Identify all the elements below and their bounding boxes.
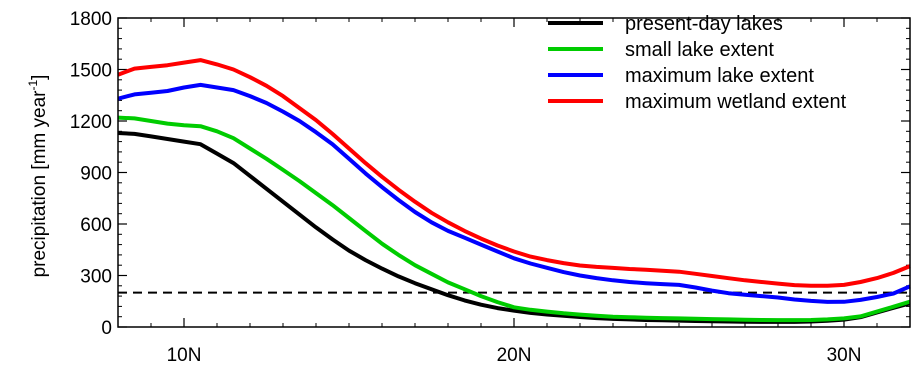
y-axis-title-main: precipitation [mm year [29, 90, 50, 278]
series-line-2 [117, 115, 911, 323]
legend-label-3: maximum lake extent [625, 65, 814, 87]
y-tick-label-1500: 1500 [70, 61, 112, 82]
series-line-4 [117, 58, 911, 288]
y-tick-label-1200: 1200 [70, 112, 112, 133]
legend-label-4: maximum wetland extent [625, 91, 847, 113]
y-axis-title-group: precipitation [mm year-1] [26, 75, 50, 278]
series-line-3 [117, 82, 911, 304]
y-tick-label-900: 900 [80, 164, 112, 185]
x-tick-label-30N: 30N [827, 345, 862, 366]
axes: 0 300 600 900 1200 1500 1800 10N 20N 30N [70, 9, 911, 366]
y-axis-title-end: ] [29, 75, 50, 80]
y-tick-label-300: 300 [80, 267, 112, 288]
legend-label-1: present-day lakes [625, 13, 783, 35]
legend-label-2: small lake extent [625, 39, 774, 61]
x-tick-label-10N: 10N [167, 345, 202, 366]
y-tick-label-0: 0 [101, 318, 112, 339]
y-tick-label-600: 600 [80, 215, 112, 236]
y-axis-title-superscript: -1 [26, 80, 40, 91]
plot-frame-rect [117, 17, 911, 328]
plot-frame [117, 17, 911, 328]
y-axis-title: precipitation [mm year-1] [26, 75, 50, 278]
series-lines [117, 58, 911, 324]
y-tick-label-1800: 1800 [70, 9, 112, 30]
x-tick-label-20N: 20N [497, 345, 532, 366]
legend: present-day lakes small lake extent maximu… [548, 13, 847, 113]
